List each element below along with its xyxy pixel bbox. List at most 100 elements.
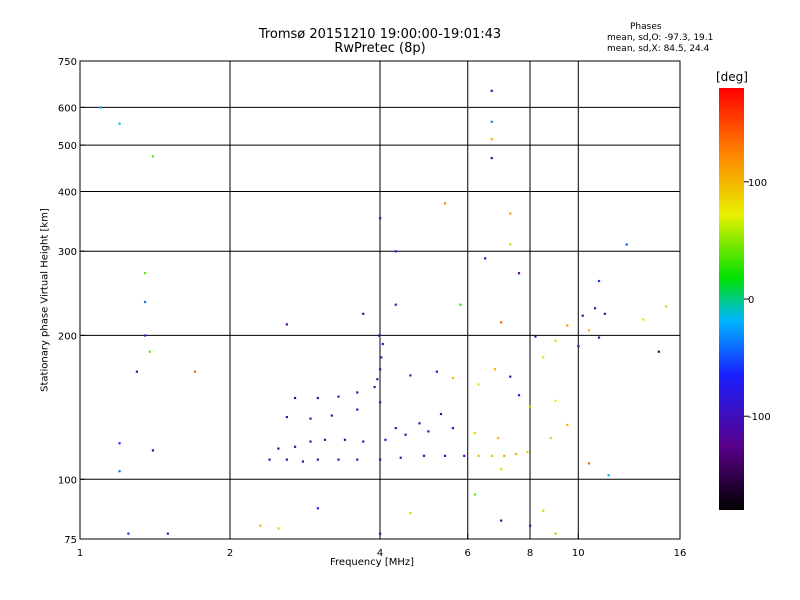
y-tick-label: 200 — [58, 331, 77, 342]
data-point — [566, 324, 569, 327]
data-point — [427, 430, 430, 433]
x-tick-label: 6 — [465, 548, 471, 559]
data-point — [380, 356, 383, 359]
data-point — [259, 524, 262, 527]
data-point — [463, 454, 466, 457]
data-point — [554, 399, 557, 402]
data-point — [316, 458, 319, 461]
data-point — [394, 250, 397, 253]
data-point — [500, 468, 503, 471]
chart-subtitle: RwPretec (8p) — [334, 41, 426, 56]
data-point — [473, 493, 477, 496]
data-point — [642, 318, 645, 321]
data-point — [509, 212, 512, 215]
data-point — [135, 370, 138, 373]
data-point — [529, 405, 532, 408]
data-point — [316, 507, 319, 510]
data-point — [268, 458, 271, 461]
data-point — [285, 323, 288, 326]
data-point — [657, 350, 660, 353]
x-tick-label: 2 — [227, 548, 233, 559]
data-point — [439, 412, 443, 416]
chart-title: Tromsø 20151210 19:00:00-19:01:43 — [258, 27, 502, 42]
phase-stats-x-mode: mean, sd,X: 84.5, 24.4 — [607, 44, 710, 54]
data-point — [151, 449, 155, 452]
data-point — [379, 458, 382, 461]
data-point — [503, 454, 506, 457]
data-point — [593, 307, 597, 310]
data-point — [399, 456, 402, 459]
data-point — [384, 438, 387, 441]
data-point — [577, 345, 580, 348]
data-point — [451, 376, 455, 380]
data-point — [166, 532, 169, 535]
data-point — [143, 272, 147, 275]
data-point — [517, 394, 521, 397]
data-point — [309, 417, 312, 420]
data-point — [597, 336, 601, 339]
data-point — [277, 527, 280, 530]
data-point — [603, 312, 606, 315]
data-point — [625, 243, 628, 246]
data-point — [473, 431, 477, 435]
data-point — [490, 157, 493, 160]
data-point — [549, 436, 552, 440]
data-point — [118, 122, 121, 125]
data-point — [587, 329, 591, 332]
data-point — [665, 305, 668, 308]
data-point — [566, 423, 569, 427]
data-point — [418, 422, 421, 425]
data-point — [301, 460, 305, 463]
data-point — [500, 519, 503, 522]
y-axis-ticks: 75 100 200 300 400 500 600 750 — [58, 57, 85, 546]
data-point — [517, 272, 521, 275]
data-point — [293, 396, 297, 400]
data-point — [477, 454, 480, 457]
data-point — [404, 433, 407, 436]
x-tick-label: 8 — [527, 548, 533, 559]
data-point — [509, 243, 512, 246]
data-point — [451, 427, 455, 430]
data-point — [526, 451, 529, 454]
data-point — [490, 138, 493, 141]
data-point — [356, 408, 359, 411]
data-point — [542, 356, 545, 359]
data-point — [534, 335, 537, 338]
data-point — [285, 458, 288, 461]
data-point — [143, 334, 147, 337]
data-point — [379, 401, 382, 404]
data-point — [293, 445, 297, 448]
data-point — [581, 314, 584, 317]
data-point — [309, 440, 312, 443]
grid-lines — [80, 61, 680, 539]
y-axis-label: Stationary phase Virtual Height [km] — [39, 208, 51, 392]
data-point — [193, 370, 197, 373]
data-point — [379, 217, 382, 220]
data-point — [477, 383, 480, 386]
data-point — [377, 334, 381, 337]
data-point — [285, 415, 288, 419]
data-point — [356, 458, 359, 461]
data-points — [99, 89, 668, 535]
data-point — [496, 436, 500, 440]
y-tick-label: 750 — [58, 57, 77, 68]
data-point — [376, 378, 379, 381]
data-point — [118, 442, 121, 445]
x-axis-ticks: 1 2 4 6 8 10 16 — [77, 534, 686, 559]
data-point — [554, 339, 557, 342]
data-point — [373, 385, 376, 389]
data-point — [394, 427, 397, 430]
data-point — [435, 370, 438, 373]
y-tick-label: 400 — [58, 187, 77, 198]
data-point — [330, 414, 333, 417]
data-point — [490, 454, 493, 457]
y-tick-label: 600 — [58, 103, 77, 114]
data-point — [343, 438, 347, 441]
data-point — [379, 368, 382, 371]
data-point — [362, 312, 365, 315]
data-point — [277, 447, 280, 450]
data-point — [422, 454, 426, 457]
data-point — [500, 321, 503, 324]
phase-colorbar — [719, 88, 744, 510]
